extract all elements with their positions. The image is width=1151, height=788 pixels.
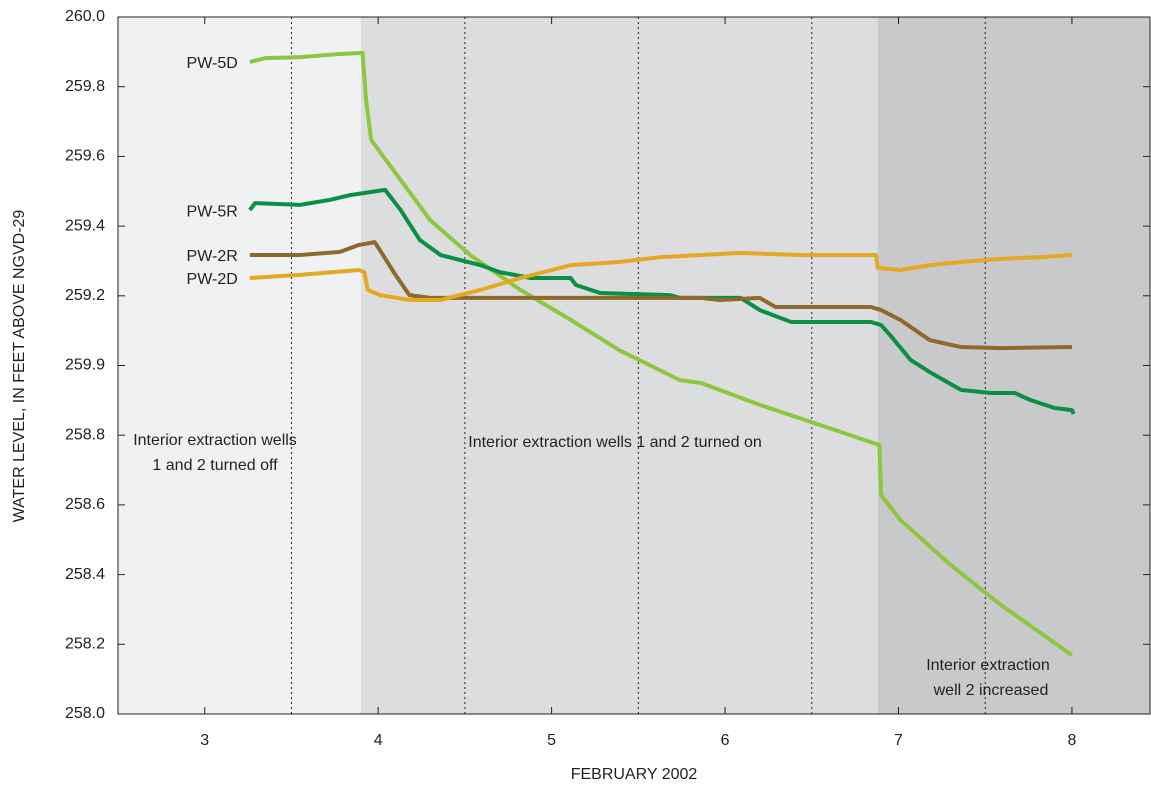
plot-frame (117, 16, 1151, 715)
x-tick-label: 7 (894, 732, 903, 749)
x-tick-label: 5 (547, 732, 556, 749)
series-label: PW-5D (187, 55, 238, 72)
y-axis-title: WATER LEVEL, IN FEET ABOVE NGVD-29 (11, 210, 28, 523)
y-tick-label: 258.8 (65, 426, 105, 443)
data-line (249, 250, 1073, 302)
annotation: 1 and 2 turned off (152, 457, 278, 474)
series-label: PW-2R (187, 248, 238, 265)
y-tick-label: 258.2 (65, 636, 105, 653)
y-tick-label: 258.4 (65, 566, 105, 583)
annotation: Interior extraction wells (133, 432, 297, 449)
x-tick-label: 4 (374, 732, 383, 749)
annotation: Interior extraction wells 1 and 2 turned… (468, 434, 762, 451)
y-tick-label: 259.6 (65, 148, 105, 165)
series-label: PW-2D (187, 271, 238, 288)
series-label: PW-5R (187, 203, 238, 220)
x-axis-title: FEBRUARY 2002 (571, 766, 698, 783)
x-tick-label: 6 (721, 732, 730, 749)
y-tick-label: 259.9 (65, 357, 105, 374)
x-tick-label: 3 (200, 732, 209, 749)
x-tick-label: 8 (1067, 732, 1076, 749)
annotation: Interior extraction (926, 657, 1050, 674)
y-tick-label: 259.2 (65, 287, 105, 304)
annotation: well 2 increased (933, 682, 1049, 699)
y-tick-label: 259.4 (65, 217, 105, 234)
y-tick-label: 258.0 (65, 705, 105, 722)
y-tick-label: 258.6 (65, 496, 105, 513)
y-tick-label: 260.0 (65, 8, 105, 25)
background-layer (118, 17, 1150, 714)
data-line (248, 187, 1076, 415)
period-shading (118, 17, 361, 714)
data-line (249, 50, 1074, 657)
y-tick-label: 259.8 (65, 78, 105, 95)
data-line (249, 240, 1072, 351)
period-shading (360, 17, 878, 714)
